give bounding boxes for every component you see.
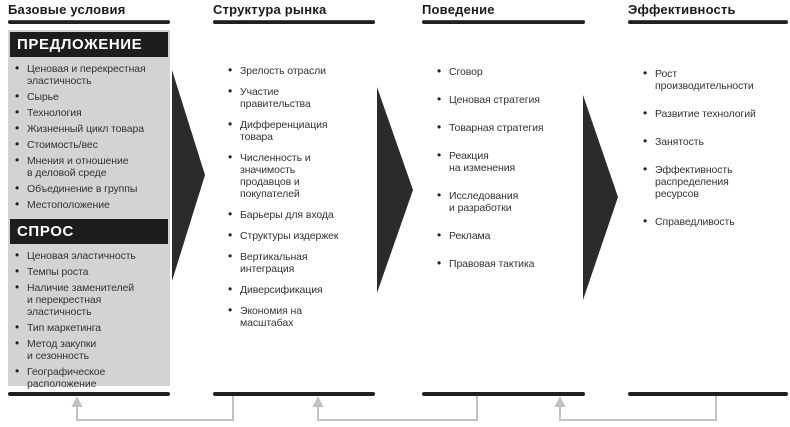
conduct-list: Сговор Ценовая стратегия Товарная страте…: [437, 65, 585, 286]
column-baseline: [628, 392, 788, 396]
list-item: Ценовая и перекрестная эластичность: [15, 62, 166, 87]
list-item: Жизненный цикл товара: [15, 122, 166, 135]
list-item: Метод закупки и сезонность: [15, 337, 166, 362]
column-basic-conditions: Базовые условия ПРЕДЛОЖЕНИЕ Ценовая и пе…: [8, 0, 170, 427]
list-item: Барьеры для входа: [228, 208, 375, 221]
list-item: Численность и значимость продавцов и пок…: [228, 151, 375, 200]
title-underline: [628, 20, 788, 24]
list-item: Местоположение: [15, 198, 166, 211]
column-title: Структура рынка: [213, 2, 327, 17]
list-item: Структуры издержек: [228, 229, 375, 242]
market-structure-list: Зрелость отрасли Участие правительства Д…: [228, 64, 375, 338]
basic-conditions-panel: ПРЕДЛОЖЕНИЕ Ценовая и перекрестная эласт…: [8, 30, 170, 390]
title-underline: [213, 20, 375, 24]
demand-section-header: СПРОС: [10, 219, 168, 244]
column-baseline: [422, 392, 585, 396]
column-market-structure: Структура рынка Зрелость отрасли Участие…: [213, 0, 375, 427]
list-item: Темпы роста: [15, 265, 166, 278]
supply-list: Ценовая и перекрестная эластичность Сырь…: [8, 57, 170, 211]
list-item: Мнения и отношение в деловой среде: [15, 154, 166, 179]
column-title: Поведение: [422, 2, 495, 17]
list-item: Технология: [15, 106, 166, 119]
list-item: Диверсификация: [228, 283, 375, 296]
list-item: Ценовая стратегия: [437, 93, 585, 106]
list-item: Тип маркетинга: [15, 321, 166, 334]
list-item: Реклама: [437, 229, 585, 242]
column-conduct: Поведение Сговор Ценовая стратегия Товар…: [422, 0, 585, 427]
performance-list: Рост производительности Развитие техноло…: [643, 67, 788, 244]
column-title: Базовые условия: [8, 2, 126, 17]
column-baseline: [8, 392, 170, 396]
column-performance: Эффективность Рост производительности Ра…: [628, 0, 788, 427]
list-item: Занятость: [643, 135, 788, 148]
list-item: Дифференциация товара: [228, 118, 375, 143]
title-underline: [422, 20, 585, 24]
list-item: Сырье: [15, 90, 166, 103]
list-item: Зрелость отрасли: [228, 64, 375, 77]
list-item: Эффективность распределения ресурсов: [643, 163, 788, 200]
list-item: Реакция на изменения: [437, 149, 585, 174]
list-item: Географическое расположение: [15, 365, 166, 390]
list-item: Правовая тактика: [437, 257, 585, 270]
list-item: Рост производительности: [643, 67, 788, 92]
list-item: Справедливость: [643, 215, 788, 228]
column-baseline: [213, 392, 375, 396]
flow-arrow-icon: [583, 95, 618, 300]
list-item: Стоимость/вес: [15, 138, 166, 151]
list-item: Наличие заменителей и перекрестная эласт…: [15, 281, 166, 318]
flow-arrow-icon: [377, 87, 413, 293]
list-item: Ценовая эластичность: [15, 249, 166, 262]
list-item: Товарная стратегия: [437, 121, 585, 134]
supply-section-header: ПРЕДЛОЖЕНИЕ: [10, 32, 168, 57]
flow-arrow-icon: [172, 70, 205, 281]
demand-list: Ценовая эластичность Темпы роста Наличие…: [8, 244, 170, 390]
column-title: Эффективность: [628, 2, 736, 17]
list-item: Сговор: [437, 65, 585, 78]
list-item: Участие правительства: [228, 85, 375, 110]
list-item: Исследования и разработки: [437, 189, 585, 214]
title-underline: [8, 20, 170, 24]
list-item: Экономия на масштабах: [228, 304, 375, 329]
list-item: Вертикальная интеграция: [228, 250, 375, 275]
list-item: Объединение в группы: [15, 182, 166, 195]
list-item: Развитие технологий: [643, 107, 788, 120]
